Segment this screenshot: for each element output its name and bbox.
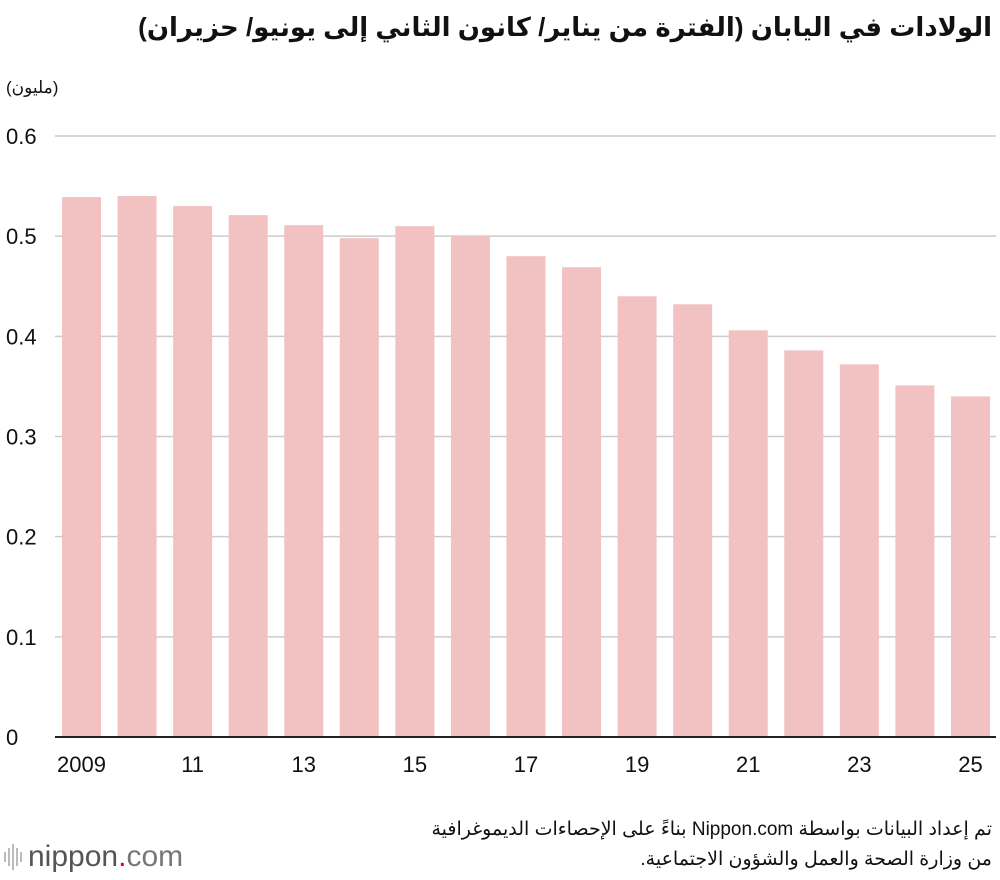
x-tick-label: 2009 [57, 752, 106, 777]
bar-2019 [617, 296, 657, 737]
bar-2009 [62, 197, 101, 737]
bar-chart: 0 0.1 0.2 0.3 0.4 0.5 0.6 2009 11 13 15 17 19 21 23 25 [6, 124, 996, 777]
logo-suffix: com [126, 840, 184, 873]
bar-2024 [895, 385, 935, 737]
x-tick-label: 23 [847, 752, 871, 777]
logo-name: nippon [28, 840, 119, 873]
x-tick-label: 19 [625, 752, 649, 777]
x-tick-label: 17 [514, 752, 538, 777]
x-tick-label: 25 [958, 752, 982, 777]
bar-2025 [950, 396, 990, 737]
logo-dot: . [118, 840, 127, 873]
nippon-logo: nippon.com [4, 840, 183, 874]
bar-2012 [228, 215, 268, 738]
source-note: تم إعداد البيانات بواسطة Nippon.com بناء… [250, 815, 992, 875]
bar-2020 [673, 304, 713, 737]
x-tick-label: 11 [181, 752, 204, 777]
y-tick-label: 0.3 [6, 425, 37, 450]
x-tick-label: 15 [403, 752, 427, 777]
bar-2017 [506, 256, 546, 737]
y-tick-label: 0 [6, 725, 18, 750]
y-tick-label: 0.2 [6, 525, 37, 550]
bar-2021 [728, 330, 768, 737]
source-line-1: تم إعداد البيانات بواسطة Nippon.com بناء… [431, 819, 992, 840]
bar-2015 [395, 226, 435, 737]
bar-2013 [284, 225, 324, 738]
x-tick-label: 13 [291, 752, 315, 777]
bar-2018 [562, 267, 602, 737]
bar-2011 [173, 206, 213, 737]
bar-2014 [339, 238, 379, 738]
bar-2022 [784, 350, 824, 737]
y-tick-label: 0.4 [6, 324, 37, 349]
chart-title: الولادات في اليابان (الفترة من يناير/ كا… [138, 12, 992, 42]
bar-2010 [117, 196, 157, 738]
y-tick-label: 0.5 [6, 224, 37, 249]
y-axis-unit: (مليون) [6, 78, 59, 97]
bar-2023 [839, 364, 879, 737]
bar-2016 [450, 236, 490, 737]
y-tick-label: 0.6 [6, 124, 37, 149]
logo-mark-icon [4, 844, 22, 870]
x-tick-label: 21 [736, 752, 760, 777]
y-tick-label: 0.1 [6, 625, 37, 650]
source-line-2: من وزارة الصحة والعمل والشؤون الاجتماعية… [640, 849, 992, 870]
